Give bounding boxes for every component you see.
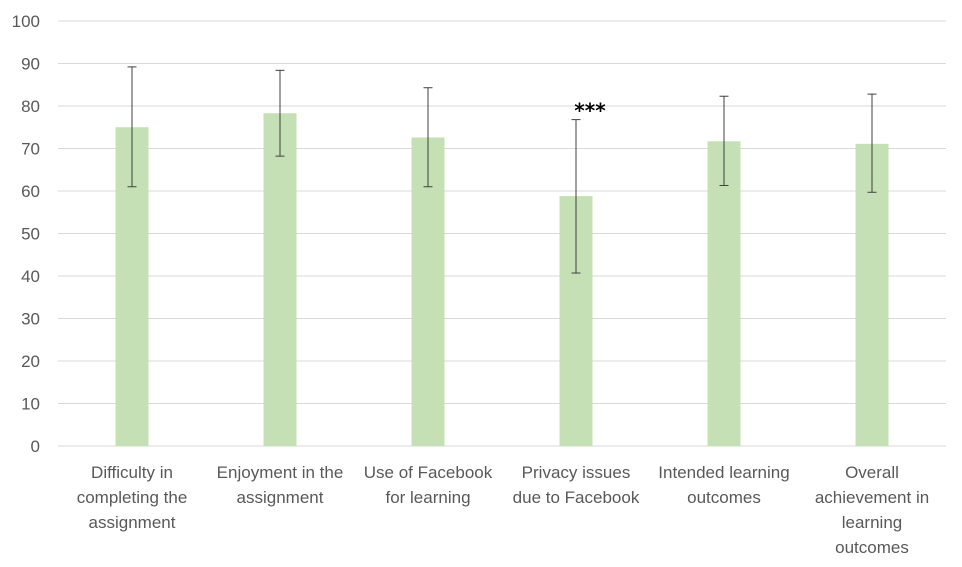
category-label-line: Privacy issues	[522, 463, 631, 482]
category-label: Difficulty in completing the assignment	[77, 463, 188, 532]
y-tick-label: 80	[21, 97, 40, 116]
error-bar	[571, 119, 581, 274]
bars	[115, 113, 889, 446]
category-label-line: achievement in	[815, 488, 929, 507]
bar	[855, 143, 889, 446]
category-label: Intended learning outcomes	[658, 463, 789, 507]
category-label: Enjoyment in the assignment	[217, 463, 344, 507]
category-label-line: outcomes	[687, 488, 761, 507]
bar	[707, 141, 741, 446]
y-tick-label: 0	[31, 437, 40, 456]
gridlines	[58, 20, 946, 447]
bar	[411, 137, 445, 446]
category-label: Privacy issues due to Facebook	[513, 463, 640, 507]
category-label: Use of Facebook for learning	[364, 463, 493, 507]
category-label-line: Enjoyment in the	[217, 463, 344, 482]
category-label-line: Use of Facebook	[364, 463, 493, 482]
error-bars	[127, 66, 877, 274]
y-tick-label: 90	[21, 55, 40, 74]
category-label-line: completing the	[77, 488, 188, 507]
category-label-line: learning	[842, 513, 903, 532]
y-tick-label: 100	[12, 12, 40, 31]
error-bar	[423, 87, 433, 188]
category-label-line: outcomes	[835, 538, 909, 557]
error-bar	[127, 66, 137, 188]
bar	[263, 113, 297, 446]
annotations: ***	[574, 99, 606, 123]
y-tick-label: 60	[21, 182, 40, 201]
y-tick-label: 50	[21, 225, 40, 244]
y-tick-label: 70	[21, 140, 40, 159]
category-label-line: assignment	[237, 488, 324, 507]
y-tick-label: 30	[21, 310, 40, 329]
y-tick-label: 10	[21, 395, 40, 414]
y-tick-label: 20	[21, 352, 40, 371]
error-bar	[867, 93, 877, 193]
category-label-line: Difficulty in	[91, 463, 173, 482]
y-axis-tick-labels: 0 10 20 30 40 50 60 70 80 90 100	[12, 12, 40, 456]
category-label-line: Intended learning	[658, 463, 789, 482]
error-bar	[719, 95, 729, 186]
y-tick-label: 40	[21, 267, 40, 286]
error-bar	[275, 69, 285, 157]
category-label-line: Overall	[845, 463, 899, 482]
category-label: Overall achievement in learning outcomes	[815, 463, 929, 557]
category-label-line: for learning	[385, 488, 470, 507]
category-label-line: due to Facebook	[513, 488, 640, 507]
category-label-line: assignment	[89, 513, 176, 532]
significance-annotation: ***	[574, 99, 606, 123]
